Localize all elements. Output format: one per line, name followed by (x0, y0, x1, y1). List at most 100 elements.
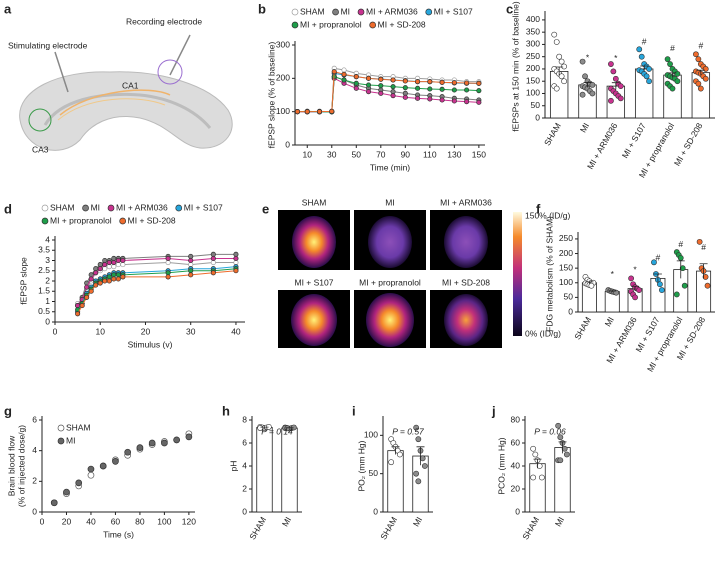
y-tick-label: 50 (531, 100, 541, 110)
data-point (579, 58, 586, 65)
error-bar (533, 458, 542, 469)
error-bar (583, 82, 592, 88)
y-tick-label: 0 (285, 139, 290, 149)
panel-letter: f (536, 201, 541, 216)
x-tick-label: MI + S107 (620, 121, 648, 160)
data-point (93, 266, 99, 272)
legend-label: MI (91, 202, 100, 212)
error-bar (391, 446, 400, 455)
illustration-label: Recording electrode (126, 16, 202, 26)
data-point (120, 257, 126, 264)
panel-letter: d (4, 201, 12, 216)
data-point (390, 77, 396, 83)
data-point (695, 80, 702, 87)
y-tick-label: 250 (559, 233, 573, 243)
y-tick-label: 60 (511, 437, 521, 447)
data-point (353, 85, 359, 91)
data-point (402, 85, 408, 91)
x-axis-label: Time (min) (370, 162, 410, 172)
y-tick-label: 6 (242, 437, 247, 447)
data-point (646, 66, 652, 72)
y-tick-label: 4 (32, 445, 37, 455)
data-point (415, 478, 422, 485)
data-point (464, 80, 470, 86)
data-point (188, 262, 194, 268)
pet-blob (368, 216, 412, 268)
legend-marker (107, 204, 115, 212)
colorbar-label: 150% (ID/g) (525, 210, 571, 220)
error-bar (668, 72, 677, 78)
data-point (421, 463, 428, 469)
y-tick-label: 4 (242, 460, 247, 470)
x-tick-label: 10 (96, 326, 106, 336)
electrode (54, 51, 69, 93)
annotation: * (633, 265, 637, 275)
x-tick-label: MI (280, 515, 293, 528)
error-bar (699, 263, 708, 279)
y-tick-label: 0 (242, 506, 247, 516)
legend-label: MI + propranolol (300, 19, 362, 29)
panel-letter: i (352, 403, 356, 418)
legend-label: MI + SD-208 (128, 215, 176, 225)
data-point (341, 67, 347, 73)
neuron (28, 108, 52, 132)
y-axis-label: PO₂ (mm Hg) (356, 440, 366, 491)
error-bar (608, 290, 617, 293)
y-tick-label: 0 (32, 506, 37, 516)
data-point (233, 255, 239, 262)
data-point (378, 90, 384, 96)
data-point (93, 282, 99, 288)
data-point (439, 97, 445, 103)
y-tick-label: 50 (564, 292, 574, 302)
data-point (106, 259, 112, 266)
data-point (679, 265, 686, 272)
cell-layer (43, 92, 212, 129)
x-tick-label: SHAM (247, 515, 268, 541)
legend-label: SHAM (300, 6, 325, 16)
annotation: * (611, 269, 615, 279)
x-tick-label: 0 (40, 516, 45, 526)
data-point (75, 479, 83, 487)
y-tick-label: 0 (515, 506, 520, 516)
data-point (188, 268, 194, 274)
data-point (396, 451, 403, 458)
x-axis-label: Time (s) (103, 529, 134, 539)
error-bar (555, 66, 564, 76)
legend-marker (57, 437, 65, 445)
y-axis-label: FDG metabolism (% of SHAM) (544, 216, 554, 332)
data-point (390, 84, 396, 90)
x-tick-label: MI (578, 121, 591, 134)
data-point (439, 79, 445, 85)
y-tick-label: 300 (526, 39, 540, 49)
data-point (84, 294, 90, 300)
x-tick-label: 30 (327, 149, 337, 159)
data-point (341, 77, 347, 83)
pet-blob (444, 294, 488, 346)
bar (529, 463, 546, 513)
y-tick-label: 100 (559, 277, 573, 287)
legend-label: MI (66, 435, 75, 445)
y-tick-label: 100 (526, 88, 540, 98)
data-point (188, 253, 194, 259)
data-point (681, 282, 688, 289)
y-tick-label: 200 (276, 73, 290, 83)
data-point (558, 73, 565, 80)
annotation: P = 0.57 (392, 426, 424, 436)
x-tick-label: 10 (303, 149, 313, 159)
data-point (667, 61, 673, 67)
image-title: SHAM (302, 197, 327, 207)
y-axis-label: pH (228, 461, 238, 472)
data-point (451, 80, 457, 86)
panel-letter: j (491, 403, 496, 418)
image-title: MI + SD-208 (442, 277, 490, 287)
y-tick-label: 350 (526, 26, 540, 36)
data-point (329, 108, 335, 114)
y-tick-label: 1.5 (38, 286, 50, 296)
legend-marker (57, 424, 65, 432)
y-tick-label: 3.5 (38, 245, 50, 255)
fibers (57, 98, 166, 121)
data-point (136, 444, 144, 451)
x-tick-label: 60 (111, 516, 121, 526)
bar (256, 427, 273, 513)
